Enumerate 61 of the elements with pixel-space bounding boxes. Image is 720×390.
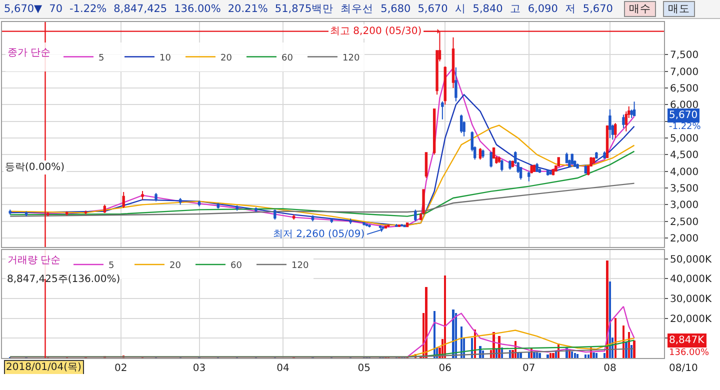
x-tick-label: 02: [114, 363, 128, 374]
text: 고: [510, 2, 521, 16]
text: 6,090: [528, 3, 558, 15]
legend-label: 20: [169, 261, 182, 272]
y-tick-label: 3,500: [670, 184, 699, 194]
legend-label: 5: [98, 53, 104, 64]
text: 136.00%: [669, 348, 710, 358]
x-tick-label: 07: [522, 363, 536, 374]
text: -1.22%: [70, 3, 107, 15]
legend-label: 120: [342, 53, 360, 64]
text: 매도: [662, 1, 695, 17]
text: 5,840: [472, 3, 503, 15]
y-tick-label: 50,000K: [670, 254, 712, 266]
annotation: 8,847,425주(136.00%): [7, 274, 120, 285]
y-tick-label: 6,500: [670, 84, 699, 94]
text: 8,847,425: [114, 3, 168, 15]
legend-title: 거래량 단순: [7, 255, 60, 266]
legend-label: 120: [291, 261, 309, 272]
text: 매수: [624, 1, 656, 17]
text: 5,670▼: [4, 3, 42, 15]
text: 51,875백만: [274, 2, 334, 16]
legend-title: 종가 단순: [7, 47, 50, 58]
text: 시: [454, 2, 466, 16]
y-tick-label: 30,000K: [670, 294, 712, 306]
y-tick-label: 2,500: [670, 216, 699, 228]
text: 70: [49, 3, 63, 15]
annotation: 최고 8,200 (05/30): [330, 26, 422, 37]
text: -1.22%: [669, 122, 702, 132]
y-tick-label: 5,000: [670, 134, 699, 144]
y-tick-label: 4,500: [670, 150, 699, 162]
y-tick-label: 3,000: [670, 200, 699, 212]
y-tick-label: 7,000: [670, 66, 699, 78]
y-tick-label: 2,000: [670, 234, 699, 244]
annotation: 등락(0.00%): [5, 162, 65, 173]
legend-label: 20: [220, 53, 232, 64]
text: 20.21%: [228, 3, 268, 15]
text: 5,670: [418, 3, 448, 15]
x-tick-label: 05: [358, 363, 370, 374]
text: 최우선: [340, 2, 374, 16]
legend-label: 60: [281, 53, 294, 64]
text: 136.00%: [174, 3, 221, 15]
text: 5,670: [582, 3, 613, 15]
x-tick-label: 03: [192, 363, 206, 374]
y-tick-label: 40,000K: [670, 274, 712, 286]
y-tick-label: 20,000K: [670, 314, 712, 325]
legend-label: 10: [159, 53, 172, 64]
text: 5,680: [380, 3, 411, 15]
y-tick-label: 6,000: [670, 100, 699, 112]
x-tick-label: 04: [276, 363, 290, 374]
text: 8,847K: [669, 335, 705, 346]
x-tick-label: 08: [604, 363, 616, 374]
text: 2018/01/04(목): [6, 362, 82, 373]
y-tick-label: 4,000: [670, 166, 699, 178]
legend-label: 5: [108, 261, 114, 272]
text: 저: [564, 2, 576, 16]
text: 08/10: [669, 363, 698, 374]
annotation: 최저 2,260 (05/09): [273, 229, 365, 240]
y-tick-label: 7,500: [670, 50, 699, 62]
text: 5,670: [669, 110, 698, 121]
x-tick-label: 06: [438, 363, 452, 374]
legend-label: 60: [230, 261, 242, 272]
